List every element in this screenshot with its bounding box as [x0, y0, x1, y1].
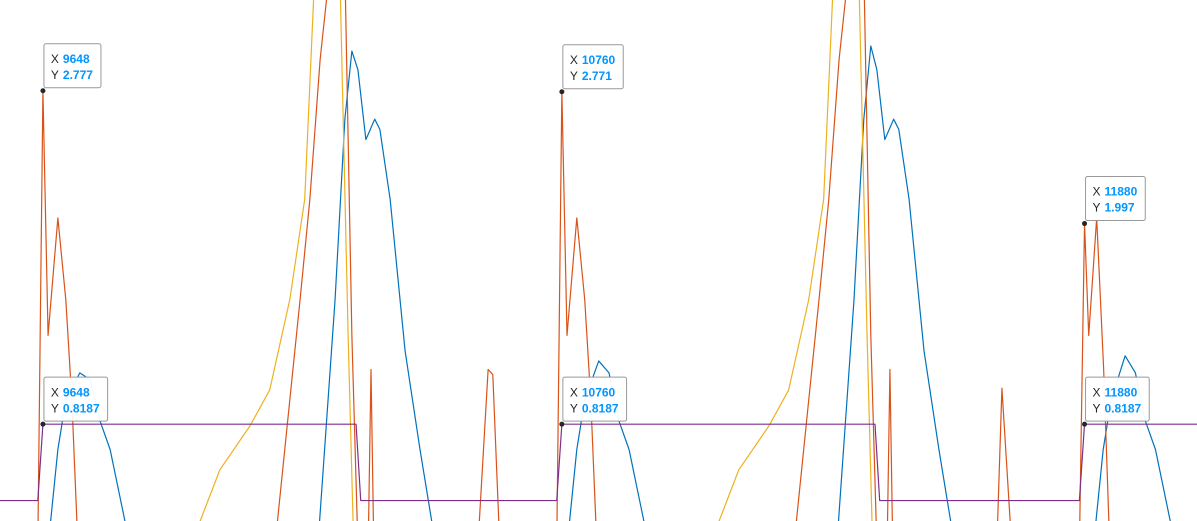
datatip-x-key: X [570, 385, 578, 399]
datatip-x-value: 9648 [63, 52, 90, 66]
datatips: X 9648 Y 2.777 X 10760 Y 2.771 X 11880 Y 1.997 X 9648… [40, 43, 1150, 427]
datatip-y-value: 0.8187 [1105, 401, 1142, 415]
datatip-box [43, 376, 109, 422]
datatip-marker [1082, 421, 1088, 427]
datatip-y-value: 1.997 [1105, 201, 1135, 215]
data-line [199, 0, 873, 521]
datatip-y-value: 0.8187 [582, 401, 619, 415]
datatip-box [1085, 376, 1150, 422]
datatip-y-key: Y [1093, 201, 1101, 215]
datatip-y-value: 2.771 [582, 69, 612, 83]
datatip[interactable]: X 11880 Y 1.997 [1082, 176, 1146, 227]
data-line [0, 423, 1197, 502]
datatip-y-value: 0.8187 [63, 401, 100, 415]
data-line [50, 45, 1171, 521]
datatip-box [562, 376, 628, 422]
datatip-x-value: 10760 [582, 53, 616, 67]
datatip[interactable]: X 9648 Y 0.8187 [40, 376, 109, 427]
datatip-x-value: 11880 [1105, 385, 1138, 399]
datatip[interactable]: X 11880 Y 0.8187 [1082, 376, 1150, 427]
datatip-x-key: X [1093, 385, 1101, 399]
datatip-marker [559, 89, 565, 95]
datatip-x-value: 9648 [63, 385, 90, 399]
datatip[interactable]: X 9648 Y 2.777 [40, 43, 102, 94]
datatip-y-key: Y [51, 68, 59, 82]
datatip-x-key: X [1093, 185, 1101, 199]
datatip[interactable]: X 10760 Y 2.771 [559, 44, 624, 95]
datatip-y-key: Y [570, 401, 578, 415]
datatip-marker [559, 421, 565, 427]
datatip-x-value: 11880 [1105, 185, 1138, 199]
datatip-y-value: 2.777 [63, 68, 93, 82]
datatip-x-key: X [51, 385, 59, 399]
datatip-marker [1082, 221, 1088, 227]
datatip-box [562, 44, 624, 90]
datatip-marker [40, 88, 46, 94]
datatip-box [1085, 176, 1146, 222]
datatip-x-value: 10760 [582, 385, 616, 399]
datatip-box [43, 43, 102, 89]
data-line [37, 0, 1110, 521]
datatip-y-key: Y [570, 69, 578, 83]
datatip-y-key: Y [1093, 401, 1101, 415]
datatip-marker [40, 421, 46, 427]
datatip[interactable]: X 10760 Y 0.8187 [559, 376, 628, 427]
datatip-x-key: X [51, 52, 59, 66]
datatip-x-key: X [570, 53, 578, 67]
datatip-y-key: Y [51, 401, 59, 415]
